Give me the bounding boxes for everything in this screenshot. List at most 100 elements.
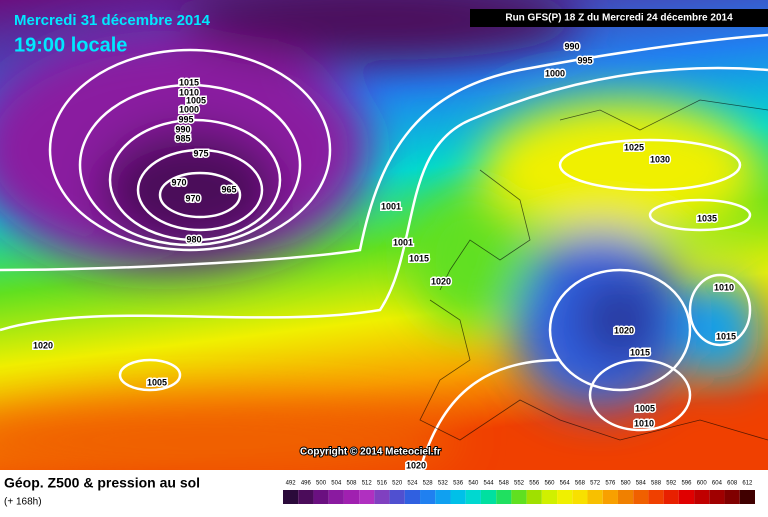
isobar-label: 985 bbox=[175, 133, 190, 143]
colorbar-label: 536 bbox=[453, 481, 464, 487]
valid-time: 19:00 locale bbox=[14, 34, 127, 56]
colorbar-label: 508 bbox=[347, 481, 358, 487]
isobar-label: 1010 bbox=[634, 418, 654, 428]
isobars bbox=[0, 33, 768, 471]
isobar-label: 995 bbox=[577, 55, 592, 65]
colorbar-swatch bbox=[435, 490, 451, 504]
isobar-label: 1010 bbox=[179, 87, 199, 97]
isobar-label: 970 bbox=[171, 177, 186, 187]
colorbar-label: 588 bbox=[651, 481, 662, 487]
colorbar-label: 500 bbox=[316, 481, 327, 487]
isobar-label: 1010 bbox=[714, 282, 734, 292]
colorbar-label: 548 bbox=[499, 481, 510, 487]
colorbar-swatch bbox=[404, 490, 421, 504]
isobar-label: 1025 bbox=[624, 142, 644, 152]
isobar-label: 1001 bbox=[381, 201, 401, 211]
colorbar-label: 528 bbox=[423, 481, 434, 487]
colorbar-swatch bbox=[602, 490, 618, 504]
colorbar-label: 504 bbox=[331, 481, 342, 487]
coastlines bbox=[419, 99, 768, 441]
colorbar-label: 532 bbox=[438, 481, 449, 487]
isobar-label: 1020 bbox=[431, 276, 451, 286]
colorbar-label: 524 bbox=[407, 481, 418, 487]
isobar-label: 1015 bbox=[630, 347, 650, 357]
colorbar-swatch bbox=[663, 490, 679, 504]
colorbar-label: 576 bbox=[605, 481, 616, 487]
colorbar-swatch bbox=[724, 490, 740, 504]
isobar-label: 1000 bbox=[545, 68, 565, 78]
colorbar-label: 604 bbox=[712, 481, 723, 487]
colorbar-label: 596 bbox=[681, 481, 692, 487]
colorbar-swatch bbox=[694, 490, 710, 504]
colorbar-swatch bbox=[283, 490, 299, 504]
colorbar-swatch bbox=[359, 490, 375, 504]
colorbar-label: 556 bbox=[529, 481, 540, 487]
isobar-label: 1015 bbox=[716, 331, 736, 341]
colorbar-label: 564 bbox=[560, 481, 571, 487]
footer-title: Géop. Z500 & pression au sol bbox=[4, 475, 200, 491]
background bbox=[0, 0, 768, 480]
colorbar-swatch bbox=[511, 490, 527, 504]
isobar-label: 990 bbox=[175, 124, 190, 134]
colorbar-swatch bbox=[313, 490, 329, 504]
colorbar-label: 600 bbox=[697, 481, 708, 487]
colorbar-label: 580 bbox=[621, 481, 632, 487]
colorbar-label: 608 bbox=[727, 481, 738, 487]
isobar-label: 990 bbox=[564, 41, 579, 51]
colorbar-label: 496 bbox=[301, 481, 312, 487]
run-info: Run GFS(P) 18 Z du Mercredi 24 décembre … bbox=[505, 13, 733, 24]
colorbar-label: 592 bbox=[666, 481, 677, 487]
isobar-label: 995 bbox=[178, 114, 193, 124]
isobar-label: 965 bbox=[221, 184, 236, 194]
colorbar-swatch bbox=[739, 490, 755, 504]
isobar-label: 975 bbox=[193, 148, 208, 158]
colorbar-label: 572 bbox=[590, 481, 601, 487]
isobar-label: 1005 bbox=[186, 95, 206, 105]
colorbar-swatch bbox=[678, 490, 695, 504]
isobar-labels: 9909951000101510101005100099599098597597… bbox=[31, 40, 737, 472]
colorbar-swatch bbox=[709, 490, 725, 504]
colorbar-label: 612 bbox=[742, 481, 753, 487]
colorbar-swatch bbox=[465, 490, 481, 504]
colorbar-swatch bbox=[389, 490, 405, 504]
colorbar-swatch bbox=[374, 490, 390, 504]
isobar-label: 970 bbox=[185, 193, 200, 203]
isobar-label: 1030 bbox=[650, 154, 670, 164]
colorbar-swatch bbox=[343, 490, 360, 504]
colorbar-label: 520 bbox=[392, 481, 403, 487]
colorbar-swatch bbox=[496, 490, 512, 504]
isobar-label: 1000 bbox=[179, 104, 199, 114]
colorbar-swatch bbox=[298, 490, 314, 504]
colorbar-swatch bbox=[557, 490, 573, 504]
colorbar-label: 512 bbox=[362, 481, 373, 487]
colorbar-label: 552 bbox=[514, 481, 525, 487]
colorbar-swatch bbox=[480, 490, 497, 504]
run-box bbox=[470, 9, 768, 27]
colorbar-label: 540 bbox=[468, 481, 479, 487]
isobar-label: 1005 bbox=[147, 377, 167, 387]
colorbar-label: 516 bbox=[377, 481, 388, 487]
colorbar-swatch bbox=[572, 490, 588, 504]
colorbar-swatch bbox=[450, 490, 466, 504]
colorbar-swatch bbox=[587, 490, 603, 504]
colorbar: 492 496 500 504 508 512 516 520 524 528 532 536 540 5… bbox=[283, 481, 755, 504]
colorbar-swatch bbox=[541, 490, 558, 504]
colorbar-label: 560 bbox=[544, 481, 555, 487]
isobar-label: 1020 bbox=[614, 325, 634, 335]
colorbar-swatch bbox=[328, 490, 344, 504]
isobar-label: 1020 bbox=[406, 460, 426, 470]
valid-date: Mercredi 31 décembre 2014 bbox=[14, 12, 211, 29]
colorbar-swatch bbox=[420, 490, 436, 504]
colorbar-label: 584 bbox=[636, 481, 647, 487]
isobar-label: 980 bbox=[186, 234, 201, 244]
colorbar-label: 568 bbox=[575, 481, 586, 487]
colorbar-label: 544 bbox=[484, 481, 495, 487]
isobar-label: 1035 bbox=[697, 213, 717, 223]
isobar-label: 1015 bbox=[179, 77, 199, 87]
isobar-label: 1015 bbox=[409, 253, 429, 263]
colorbar-swatch bbox=[633, 490, 649, 504]
isobar-label: 1020 bbox=[33, 340, 53, 350]
footer-lead: (+ 168h) bbox=[4, 497, 42, 508]
